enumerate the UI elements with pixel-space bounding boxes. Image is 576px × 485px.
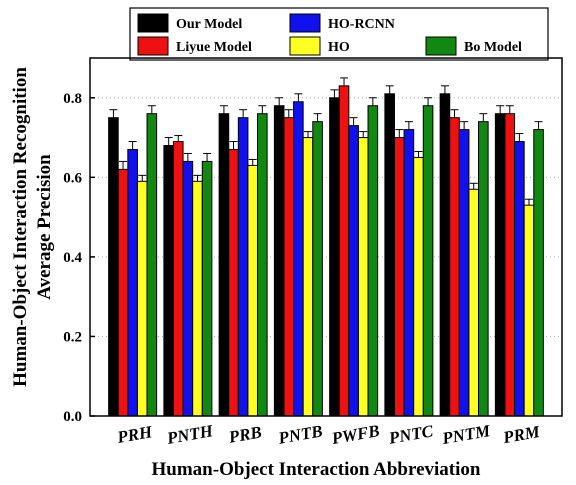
bar bbox=[201, 160, 213, 417]
y-tick-label: 0.4 bbox=[63, 250, 82, 266]
bar bbox=[533, 129, 544, 417]
legend-label: HO bbox=[328, 40, 350, 55]
legend-swatch bbox=[425, 36, 457, 56]
bar bbox=[458, 129, 470, 417]
legend-label: Liyue Model bbox=[176, 40, 252, 55]
bar bbox=[504, 113, 516, 417]
x-tick-label: PWFB bbox=[329, 421, 381, 448]
bar bbox=[439, 93, 451, 417]
bar bbox=[228, 148, 239, 417]
bar bbox=[192, 180, 203, 417]
x-axis: PRH PNTH PRB PNTB PWFB PNTC PNTM PRM bbox=[115, 421, 542, 448]
bar bbox=[338, 85, 350, 417]
x-axis-title: Human-Object Interaction Abbreviation bbox=[152, 459, 481, 480]
legend-box bbox=[129, 7, 549, 61]
x-tick-label: PRB bbox=[226, 422, 263, 447]
bar bbox=[384, 93, 395, 417]
y-tick-label: 0.8 bbox=[63, 91, 82, 107]
x-tick-label: PRM bbox=[501, 422, 542, 447]
bar bbox=[108, 117, 119, 417]
bar bbox=[127, 148, 138, 417]
bar bbox=[468, 188, 480, 417]
bar bbox=[273, 105, 285, 417]
legend: Our Model Liyue Model HO-RCNN HO Bo Model bbox=[129, 7, 549, 61]
bar bbox=[136, 180, 148, 417]
bar bbox=[283, 117, 295, 417]
bar bbox=[329, 97, 340, 417]
grid-lines bbox=[90, 97, 562, 337]
bar bbox=[146, 113, 158, 417]
legend-label: HO-RCNN bbox=[328, 17, 395, 32]
x-tick-label: PNTH bbox=[164, 421, 215, 448]
bar bbox=[478, 121, 489, 417]
bar bbox=[163, 145, 174, 417]
bar bbox=[393, 137, 405, 417]
bar bbox=[403, 129, 415, 417]
x-tick-label: PNTB bbox=[276, 421, 324, 448]
x-tick-label: PNTC bbox=[386, 421, 435, 448]
bar bbox=[117, 168, 129, 417]
bar bbox=[357, 137, 369, 417]
x-tick-label: PRH bbox=[115, 422, 154, 447]
legend-swatch bbox=[137, 36, 169, 56]
bar bbox=[257, 113, 268, 417]
y-axis-title-line1: Human-Object Interaction Recognition bbox=[10, 67, 31, 387]
legend-swatch bbox=[289, 13, 321, 33]
bar bbox=[367, 105, 379, 417]
bar bbox=[348, 125, 359, 417]
bar bbox=[237, 117, 249, 417]
bar bbox=[293, 101, 304, 417]
y-axis-title-line2: Average Precision bbox=[34, 154, 55, 300]
bars bbox=[108, 77, 544, 417]
legend-label: Bo Model bbox=[464, 40, 522, 55]
bar bbox=[449, 117, 460, 417]
bar bbox=[218, 113, 230, 417]
legend-swatch bbox=[289, 36, 321, 56]
bar bbox=[302, 137, 314, 417]
bar bbox=[422, 105, 434, 417]
bar bbox=[182, 160, 194, 417]
y-tick-label: 0.2 bbox=[63, 329, 82, 345]
bar bbox=[172, 141, 184, 417]
bar bbox=[514, 141, 525, 417]
bar bbox=[312, 121, 323, 417]
legend-label: Our Model bbox=[176, 17, 242, 32]
y-tick-label: 0.6 bbox=[63, 170, 82, 186]
legend-swatch bbox=[137, 13, 169, 33]
y-tick-label: 0.0 bbox=[63, 409, 82, 425]
y-axis: 0.0 0.2 0.4 0.6 0.8 bbox=[63, 91, 95, 425]
plot-frame bbox=[89, 57, 563, 417]
bar bbox=[494, 113, 506, 417]
x-tick-label: PNTM bbox=[440, 421, 493, 448]
bar bbox=[413, 156, 424, 417]
bar bbox=[523, 204, 535, 417]
bar bbox=[247, 164, 259, 417]
